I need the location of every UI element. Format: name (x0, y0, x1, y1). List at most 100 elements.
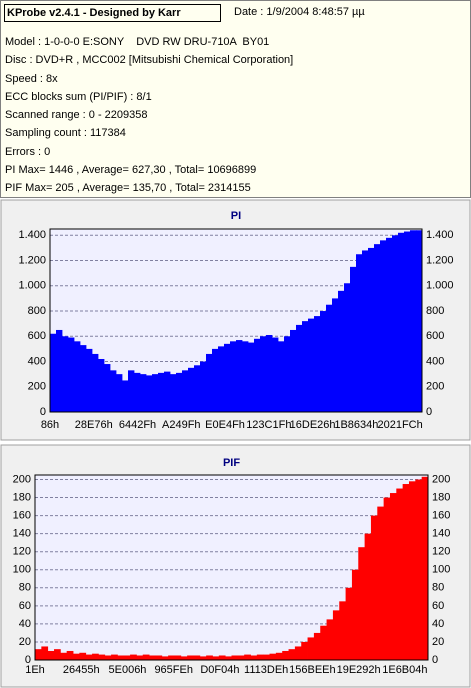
bar (269, 653, 277, 660)
bar (218, 346, 225, 412)
x-tick-label: 123C1Fh (246, 419, 291, 431)
bar (149, 655, 156, 660)
bar (236, 340, 243, 412)
bar (288, 649, 296, 660)
bar (155, 655, 163, 660)
bar (402, 484, 410, 660)
bar (68, 337, 75, 412)
y-tick-label: 0 (40, 406, 46, 418)
bar (134, 372, 141, 412)
bar (206, 655, 213, 660)
bar (256, 654, 264, 660)
x-tick-label: 1Eh (25, 664, 45, 676)
bar (370, 515, 378, 660)
bar (263, 654, 270, 660)
plot-border (34, 474, 429, 661)
bar (86, 348, 93, 412)
bar (35, 649, 42, 660)
bar (398, 232, 405, 412)
x-tick-label: 1E6B04h (382, 664, 427, 676)
app-title: KProbe v2.4.1 - Designed by Karr (4, 4, 221, 22)
bar (296, 324, 303, 412)
y-tick-label: 160 (13, 510, 31, 522)
bar (244, 654, 251, 660)
bar (308, 318, 315, 412)
date: Date : 1/9/2004 8:48:57 µµ (234, 6, 365, 18)
bar (377, 506, 385, 660)
bar (116, 374, 123, 412)
bar (212, 348, 219, 412)
bar (62, 336, 69, 412)
x-tick-label: 5E006h (109, 664, 147, 676)
y-tick-label: 400 (28, 355, 46, 367)
y2-tick-label: 1.200 (426, 254, 454, 266)
y2-tick-label: 0 (432, 654, 438, 666)
bar (187, 655, 194, 660)
bar (356, 254, 363, 412)
bar (338, 290, 345, 412)
y-tick-label: 60 (19, 600, 31, 612)
x-tick-label: 19E292h (337, 664, 381, 676)
bar (389, 493, 397, 660)
bar (415, 479, 423, 660)
bar (345, 587, 353, 660)
bar (408, 481, 416, 660)
bar (374, 244, 381, 412)
bar (282, 650, 289, 660)
bar (368, 247, 375, 412)
bar (344, 283, 351, 412)
bar (313, 632, 321, 660)
bar (41, 646, 49, 660)
bar (92, 653, 99, 660)
info-line: Scanned range : 0 - 2209358 (5, 109, 148, 122)
bar (386, 237, 393, 412)
chart-title: PIF (223, 457, 240, 469)
info-line: Disc : DVD+R , MCC002 [Mitsubishi Chemic… (5, 54, 294, 67)
y2-tick-label: 60 (432, 600, 444, 612)
bar (47, 650, 55, 660)
bar (176, 372, 183, 412)
bar (212, 656, 220, 660)
bar (380, 240, 387, 412)
y2-tick-label: 200 (426, 381, 444, 393)
y2-tick-label: 200 (432, 473, 450, 485)
x-tick-label: A249Fh (162, 419, 201, 431)
bar (266, 335, 273, 412)
bar (250, 655, 258, 660)
bar (392, 235, 399, 412)
bar (199, 656, 207, 660)
x-tick-label: 2021FCh (377, 419, 422, 431)
bar (73, 653, 80, 660)
bar (66, 650, 74, 660)
bar (200, 361, 207, 412)
y-tick-label: 200 (28, 381, 46, 393)
x-tick-label: D0F04h (200, 664, 239, 676)
y-tick-label: 800 (28, 305, 46, 317)
bar (364, 533, 372, 660)
info-line: Speed : 8x (5, 72, 58, 85)
info-line: Errors : 0 (5, 145, 51, 158)
bar (136, 655, 144, 660)
bar (404, 231, 411, 412)
y2-tick-label: 120 (432, 546, 450, 558)
y-tick-label: 100 (13, 564, 31, 576)
bar (284, 336, 291, 412)
y2-tick-label: 20 (432, 636, 444, 648)
bar (50, 333, 57, 412)
bar (56, 329, 63, 412)
info-line: PI Max= 1446 , Average= 627,30 , Total= … (5, 164, 257, 177)
bar (332, 610, 340, 660)
bar (320, 311, 327, 412)
bar (302, 321, 309, 412)
bar (307, 637, 315, 660)
info-box: KProbe v2.4.1 - Designed by Karr Date : … (0, 0, 471, 198)
bar (278, 341, 285, 412)
bar (358, 547, 366, 660)
y-tick-label: 180 (13, 491, 31, 503)
bar (225, 656, 232, 660)
bar (206, 353, 213, 412)
bar (194, 365, 201, 412)
y-tick-label: 140 (13, 528, 31, 540)
x-tick-label: E0E4Fh (205, 419, 245, 431)
